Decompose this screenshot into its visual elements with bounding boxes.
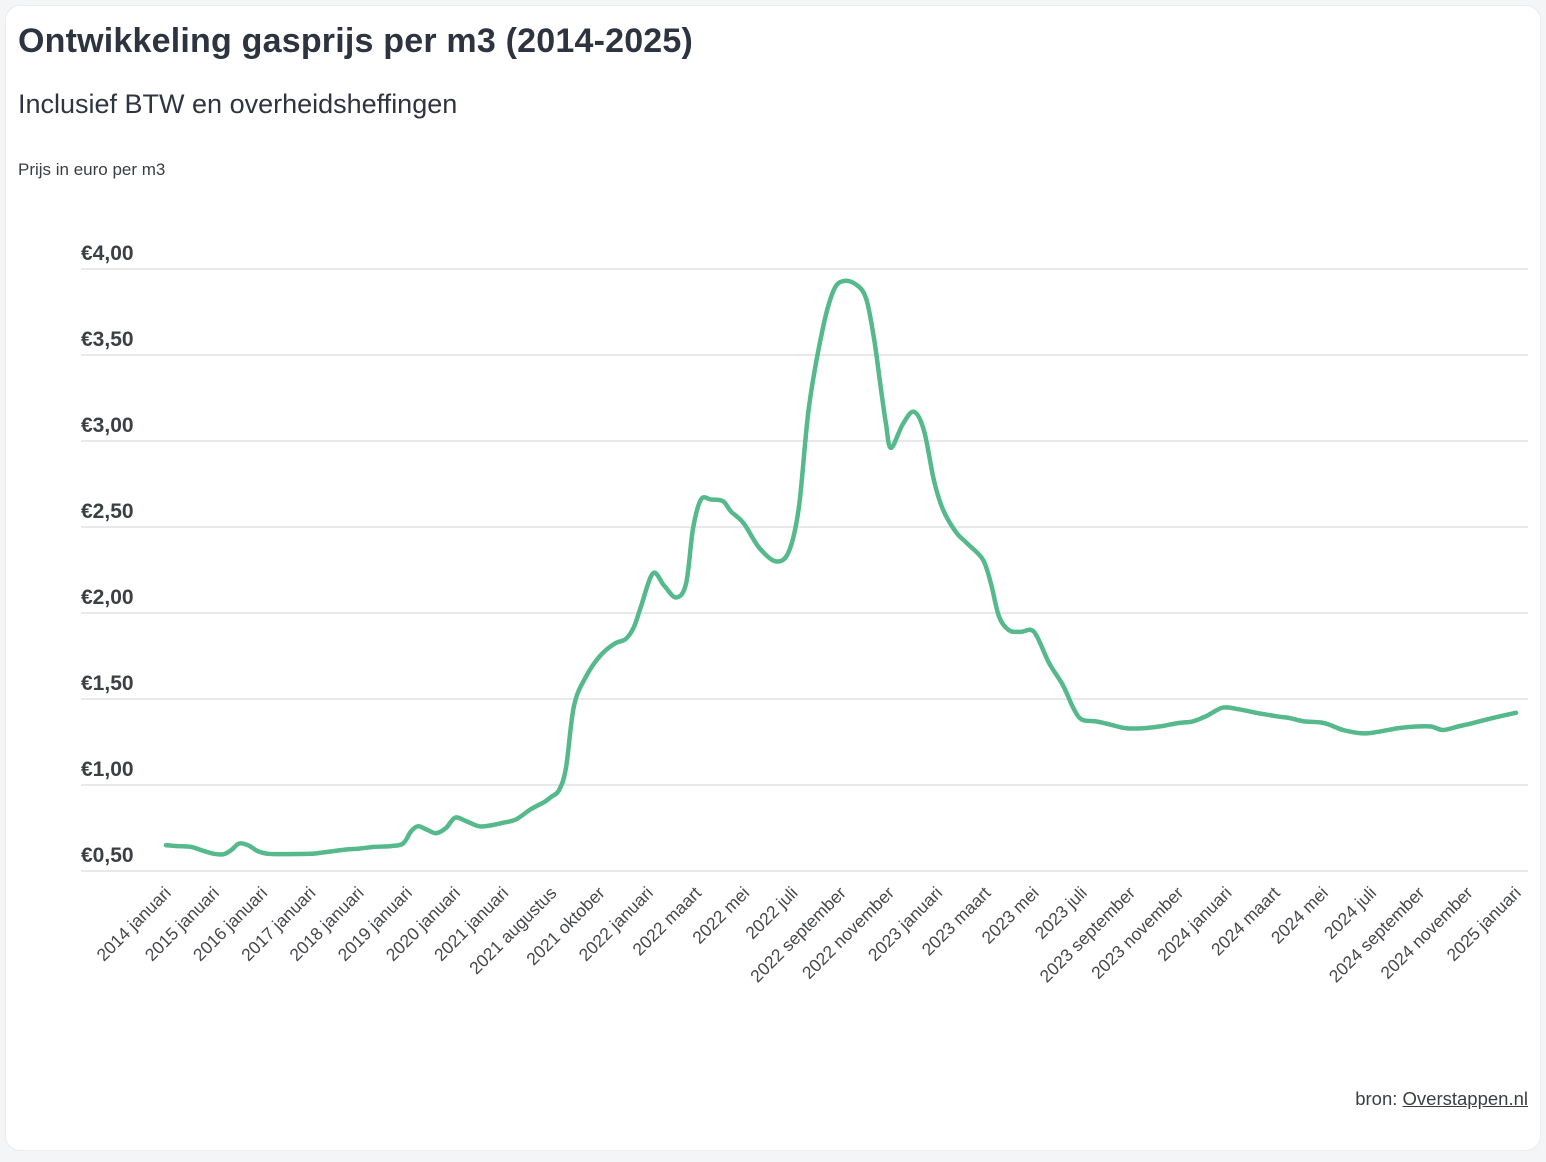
y-tick-label: €3,50 [81,328,134,351]
source-link[interactable]: Overstappen.nl [1402,1088,1528,1109]
chart-subtitle: Inclusief BTW en overheidsheffingen [18,89,458,119]
source-attribution: bron: Overstappen.nl [1355,1088,1528,1110]
y-tick-labels: €4,00 €3,50 €3,00 €2,50 €2,00 €1,50 €1,00 €0,50 [81,242,134,867]
chart-card: Ontwikkeling gasprijs per m3 (2014-2025)… [6,6,1540,1150]
page-title: Ontwikkeling gasprijs per m3 (2014-2025) [18,22,694,60]
chart-header: Ontwikkeling gasprijs per m3 (2014-2025)… [18,22,693,180]
y-gridlines [81,268,1528,872]
gas-price-series-line [163,278,1519,857]
y-tick-label: €1,50 [81,672,134,695]
gas-price-line-chart: €4,00 €3,50 €3,00 €2,50 €2,00 €1,50 €1,00 €0,50… [81,242,1528,987]
y-tick-label: €2,00 [81,586,134,609]
y-tick-label: €3,00 [81,414,134,437]
y-tick-label: €4,00 [81,242,134,265]
y-tick-label: €2,50 [81,500,134,523]
y-tick-label: €1,00 [81,758,134,781]
source-prefix: bron: [1355,1088,1403,1109]
y-tick-label: €0,50 [81,844,134,867]
y-axis-unit-label: Prijs in euro per m3 [18,160,166,179]
